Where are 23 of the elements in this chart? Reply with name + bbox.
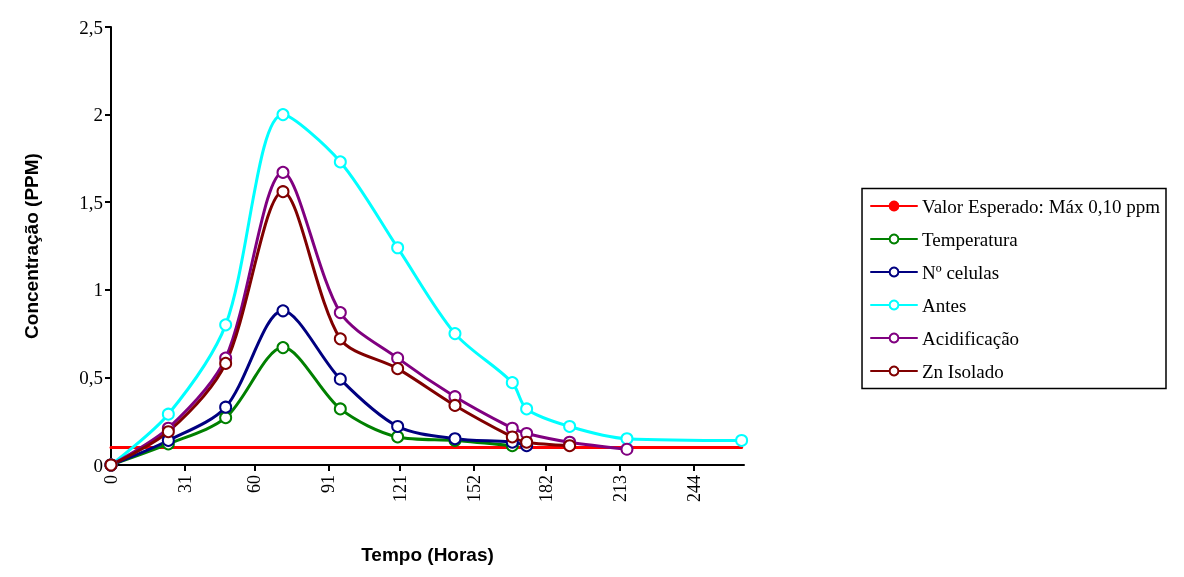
legend-label: Valor Esperado: Máx 0,10 ppm: [922, 195, 1161, 217]
x-tick-label: 182: [535, 475, 556, 502]
x-tick-label: 244: [683, 475, 704, 502]
y-tick-label: 2,5: [79, 16, 103, 38]
y-axis-title: Concentração (PPM): [21, 153, 42, 339]
x-tick-label: 60: [244, 475, 265, 493]
legend-label: Acidificação: [922, 327, 1020, 349]
legend-label: Temperatura: [922, 228, 1019, 250]
y-tick-label: 1: [93, 279, 103, 301]
x-tick-label: 0: [101, 475, 121, 484]
x-tick-label: 91: [318, 475, 339, 493]
x-tick-label: 152: [464, 475, 485, 502]
x-tick-label: 31: [175, 475, 196, 493]
x-tick-label: 121: [390, 475, 411, 502]
legend-label: Antes: [922, 294, 967, 316]
y-tick-label: 0,5: [79, 366, 103, 388]
x-tick-label: 213: [609, 475, 630, 502]
x-axis-title: Tempo (Horas): [361, 544, 494, 565]
y-tick-label: 2: [93, 104, 103, 126]
legend-label: Zn Isolado: [922, 360, 1004, 382]
legend-label: Nº celulas: [922, 261, 1000, 283]
y-tick-label: 1,5: [79, 191, 103, 213]
y-tick-label: 0: [93, 454, 103, 476]
